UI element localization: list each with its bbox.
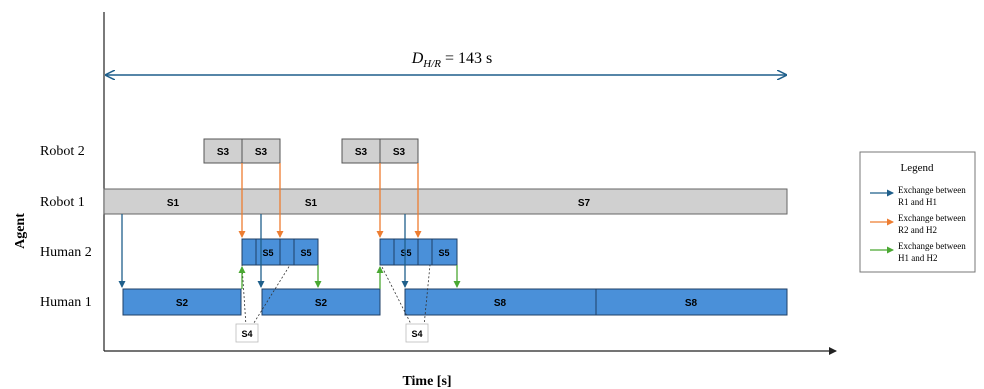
s4-label-box (235, 323, 259, 343)
robot2-block-label: S3 (393, 147, 406, 158)
legend-item-label: H1 and H2 (898, 253, 938, 263)
y-axis-label: Agent (13, 213, 28, 249)
robot1-block-label: S1 (305, 198, 318, 209)
legend-item-label: R1 and H1 (898, 197, 937, 207)
legend-item-label: Exchange between (898, 241, 966, 251)
robot2-block-label: S3 (217, 147, 230, 158)
robot1-block-s1 (103, 188, 243, 215)
legend-item-label: R2 and H2 (898, 225, 937, 235)
s4-leader-line (380, 264, 413, 327)
robot1-block-s1 (241, 188, 381, 215)
robot2-block-s3 (341, 138, 381, 164)
duration-label: DH/R = 143 s (411, 50, 493, 70)
human1-block-label: S2 (176, 298, 189, 309)
legend: Legend Exchange between R1 and H1 Exchan… (859, 151, 976, 273)
robot1-block-label: S1 (167, 198, 180, 209)
exchange-arrows-r2-h2 (238, 163, 422, 238)
human2-block-label: S5 (438, 248, 449, 258)
human1-block-label: S8 (685, 298, 698, 309)
row-label-human2: Human 2 (40, 245, 92, 260)
s4-label-box (405, 323, 429, 343)
robot1-block-label: S7 (578, 198, 591, 209)
x-axis-label: Time [s] (402, 374, 451, 389)
human2-block-label: S5 (400, 248, 411, 258)
robot2-block-label: S3 (255, 147, 268, 158)
legend-item-label: Exchange between (898, 213, 966, 223)
human1-block-s2 (261, 288, 381, 316)
row-label-robot1: Robot 1 (40, 195, 85, 210)
row-label-robot2: Robot 2 (40, 144, 85, 159)
exchange-arrows-r1-h1 (118, 214, 409, 288)
human1-block-label: S2 (315, 298, 328, 309)
robot1-blocks: S1 S1 S7 (103, 188, 788, 215)
exchange-arrows-h1-h2 (238, 265, 461, 289)
row-label-human1: Human 1 (40, 295, 92, 310)
legend-frame (859, 151, 976, 273)
human1-block-s2 (122, 288, 242, 316)
robot2-block-s3 (379, 138, 419, 164)
human2-block-label: S5 (300, 248, 311, 258)
robot1-block-s7 (379, 188, 788, 215)
human2-block-label: S5 (262, 248, 273, 258)
human1-block-s8 (595, 288, 788, 316)
legend-item-label: Exchange between (898, 185, 966, 195)
robot2-block-s3 (241, 138, 281, 164)
robot2-block-label: S3 (355, 147, 368, 158)
human1-blocks: S2 S2 S8 S8 (122, 288, 788, 316)
human1-block-label: S8 (494, 298, 507, 309)
legend-title: Legend (901, 162, 934, 174)
robot2-block-s3 (203, 138, 243, 164)
s4-label: S4 (241, 329, 252, 339)
s4-markers: S4 S4 (235, 264, 431, 343)
s4-label: S4 (411, 329, 422, 339)
human2-blocks: S5 S5 S5 S5 (241, 238, 458, 266)
robot2-blocks: S3 S3 S3 S3 (203, 138, 419, 164)
